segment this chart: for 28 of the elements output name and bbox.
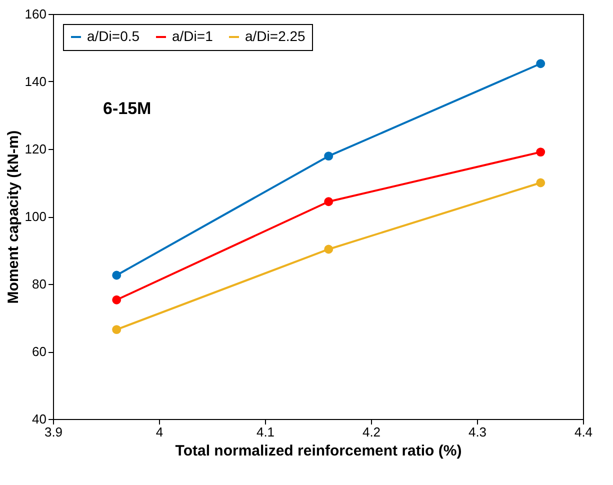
point [536,178,546,188]
x-tick-label: 3.9 [44,424,63,440]
point [536,148,546,156]
point [324,197,334,206]
x-tick-label: 4.4 [574,424,593,440]
x-tick-label: 4 [156,424,164,440]
legend-label: a/Di=0.5 [87,28,140,44]
legend-label: a/Di=2.25 [245,28,306,44]
point [112,295,122,304]
legend-label: a/Di=1 [172,28,214,44]
y-tick-label: 60 [32,344,46,359]
point [112,325,122,334]
y-tick-label: 160 [24,6,46,22]
annotation: 6-15M [103,99,152,118]
y-tick-label: 140 [24,74,46,89]
y-tick-label: 80 [32,276,46,292]
point [324,152,334,161]
x-tick-label: 4.1 [256,424,275,440]
y-tick-label: 120 [24,142,46,156]
point [324,244,334,254]
y-axis-title: Moment capacity (kN-m) [4,130,22,304]
x-axis-title: Total normalized reinforcement ratio (%) [175,442,462,460]
point [536,59,546,68]
x-tick-label: 4.2 [362,424,381,440]
x-tick-label: 4.3 [468,424,487,440]
point [112,270,122,280]
y-tick-label: 100 [24,209,46,224]
y-tick-label: 40 [32,412,46,426]
